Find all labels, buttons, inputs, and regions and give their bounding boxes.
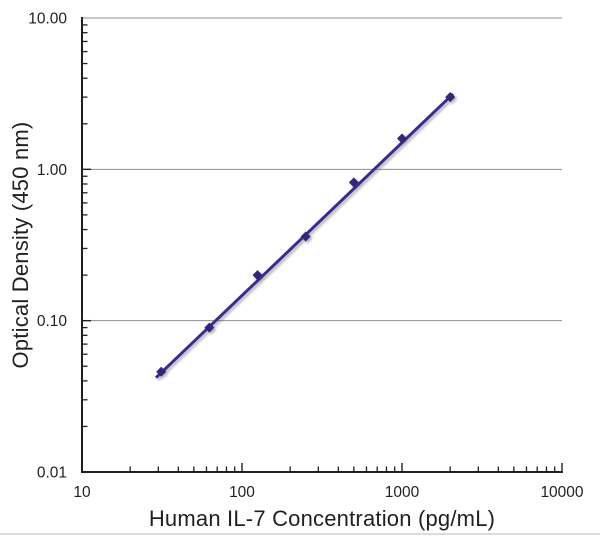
data-point-marker: [445, 92, 456, 103]
x-tick-label: 10000: [540, 484, 583, 501]
data-point-marker: [348, 177, 359, 188]
data-point-marker: [252, 270, 263, 281]
x-tick-label: 1000: [385, 484, 420, 501]
y-tick-label: 0.01: [37, 465, 67, 482]
data-point-marker: [397, 133, 407, 144]
x-axis-title: Human IL-7 Concentration (pg/mL): [148, 506, 496, 531]
gridlines: [82, 17, 562, 322]
x-tick-label: 100: [229, 484, 255, 501]
axes: [81, 17, 563, 473]
figure-bottom-divider: [0, 533, 600, 535]
y-axis-title: Optical Density (450 nm): [7, 121, 33, 369]
y-tick-label: 1.00: [37, 162, 68, 179]
y-tick-label: 10.00: [28, 11, 67, 28]
data-point-marker: [204, 322, 215, 333]
y-tick-label: 0.10: [37, 313, 68, 330]
tick-labels: 10 100 1000 10000 0.01 0.10 1.00 10.00: [28, 11, 584, 502]
data-point-marker: [300, 231, 311, 242]
data-point-marker: [156, 366, 167, 377]
x-tick-label: 10: [73, 484, 91, 501]
data-series: [154, 92, 456, 379]
axis-ticks: [82, 24, 563, 472]
